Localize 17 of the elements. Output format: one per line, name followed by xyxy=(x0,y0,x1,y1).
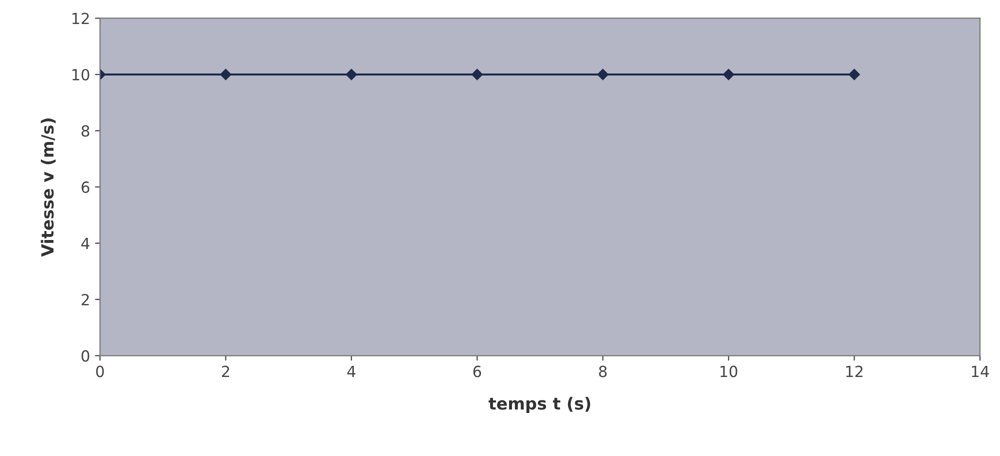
y-tick-label: 2 xyxy=(82,294,89,306)
x-tick-label: 14 xyxy=(972,366,989,378)
x-tick-label: 6 xyxy=(473,366,482,378)
y-tick-label: 6 xyxy=(82,181,90,193)
y-tick-label: 8 xyxy=(82,125,90,137)
x-axis-title: temps t (s) xyxy=(488,396,590,413)
y-tick-label: 12 xyxy=(72,12,89,24)
y-tick-label: 0 xyxy=(82,350,90,362)
x-tick-label: 12 xyxy=(846,366,862,378)
y-axis-title: Vitesse v (m/s) xyxy=(40,118,56,257)
x-tick-label: 4 xyxy=(347,366,356,378)
x-tick-label: 2 xyxy=(222,366,230,378)
y-tick-label: 4 xyxy=(81,238,90,250)
x-tick-label: 8 xyxy=(599,366,607,378)
y-tick-label: 10 xyxy=(72,68,90,80)
x-tick-label: 10 xyxy=(720,366,738,378)
x-tick-label: 0 xyxy=(96,366,104,378)
